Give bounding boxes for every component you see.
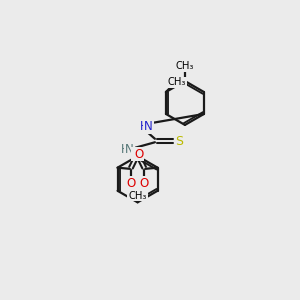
Text: N: N [125,143,134,156]
Text: CH₃: CH₃ [168,77,186,87]
Text: H: H [121,143,129,156]
Text: CH₃: CH₃ [128,190,146,201]
Text: CH₃: CH₃ [176,61,194,71]
Text: O: O [126,177,136,190]
Text: H: H [140,120,148,133]
Text: O: O [140,177,149,190]
Text: N: N [144,120,153,133]
Text: CH₃: CH₃ [129,190,147,201]
Text: O: O [134,148,143,160]
Text: O: O [132,148,141,160]
Text: S: S [176,135,183,148]
